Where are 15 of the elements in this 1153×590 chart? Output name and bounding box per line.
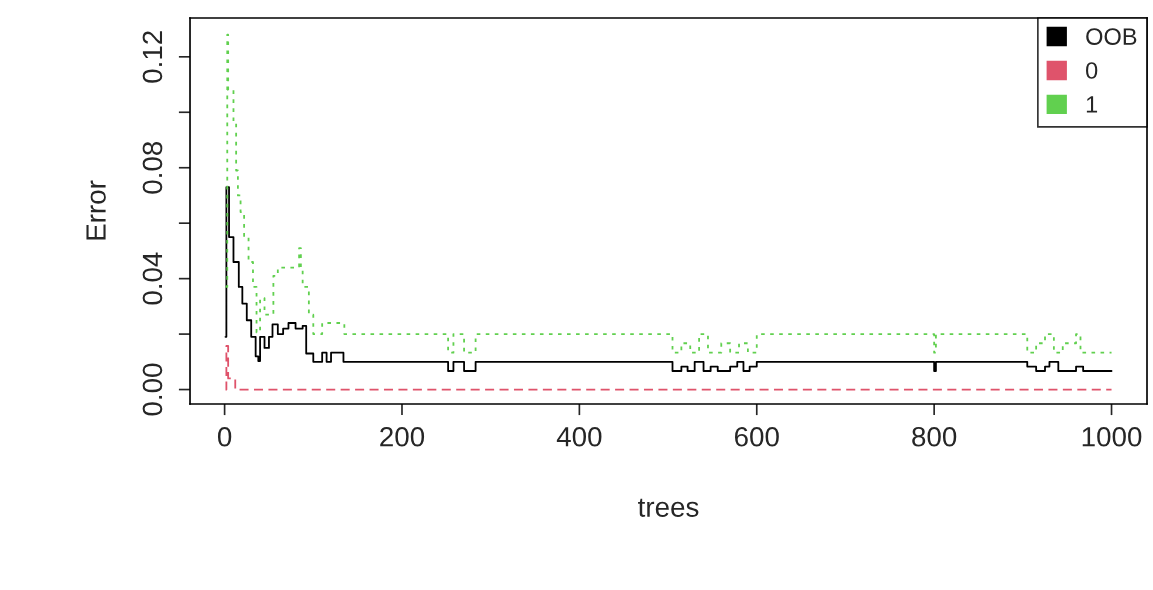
x-tick-label: 1000 <box>1082 426 1142 447</box>
y-axis-title: Error <box>86 180 106 240</box>
y-tick-label: 0.12 <box>142 31 163 83</box>
x-tick-label: 600 <box>735 426 779 447</box>
x-tick-label: 400 <box>556 426 602 447</box>
x-tick-label: 0 <box>217 426 232 447</box>
x-tick-label: 800 <box>912 426 957 447</box>
legend-label: 1 <box>1086 96 1098 113</box>
x-axis-title: trees <box>638 498 699 517</box>
legend-label: OOB <box>1086 28 1137 45</box>
legend-label: 0 <box>1086 62 1098 79</box>
y-tick-label: 0.00 <box>142 363 163 416</box>
y-tick-label: 0.08 <box>142 141 163 194</box>
x-tick-label: 200 <box>380 426 425 447</box>
y-tick-label: 0.04 <box>142 252 163 305</box>
